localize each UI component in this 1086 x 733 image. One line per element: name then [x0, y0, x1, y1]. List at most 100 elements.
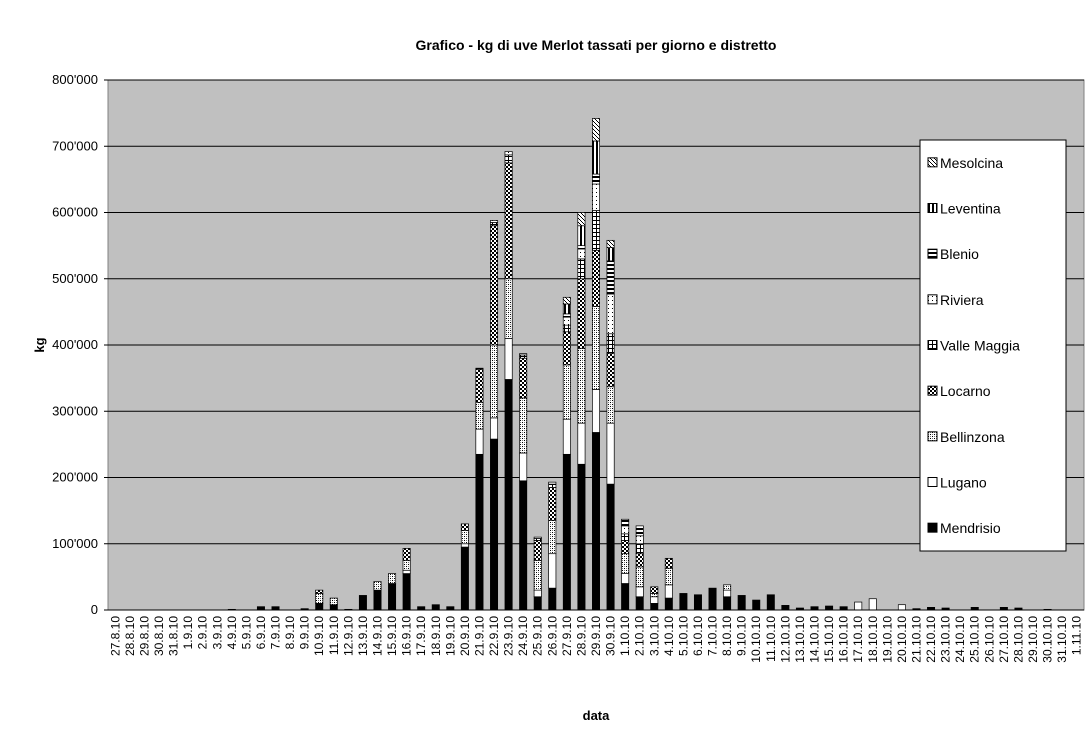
bar-segment	[664, 567, 673, 586]
legend-label: Bellinzona	[940, 429, 1005, 445]
x-tick-label: 11.10.10	[764, 616, 778, 662]
bar-segment	[650, 593, 659, 598]
bar-segment	[577, 258, 586, 280]
y-tick-label: 300'000	[52, 403, 98, 418]
x-tick-label: 25.9.10	[531, 616, 545, 656]
x-tick-label: 3.9.10	[210, 616, 224, 650]
legend-swatch	[927, 248, 938, 259]
bar-segment	[519, 480, 528, 611]
bar-segment	[592, 249, 600, 307]
bar-segment	[490, 438, 499, 611]
bar-segment	[577, 248, 586, 260]
bar-segment	[315, 589, 324, 594]
x-tick-label: 21.10.10	[909, 616, 923, 663]
bar-segment	[606, 386, 615, 424]
bar-segment	[854, 601, 863, 611]
bar-segment	[533, 536, 542, 539]
bar-segment	[548, 487, 557, 521]
bar-segment	[766, 594, 775, 611]
bar-segment	[606, 333, 615, 354]
bar-segment	[562, 418, 571, 455]
x-tick-label: 8.9.10	[283, 616, 297, 650]
legend-swatch	[927, 294, 938, 305]
bar-segment	[460, 523, 469, 531]
x-tick-label: 24.9.10	[516, 616, 530, 656]
bar-segment	[621, 533, 630, 541]
bar-segment	[533, 596, 542, 611]
bar-segment	[708, 587, 717, 611]
bar-segment	[460, 530, 469, 545]
bar-segment	[592, 173, 600, 185]
bar-segment	[650, 586, 659, 594]
y-tick-label: 200'000	[52, 470, 98, 485]
bar-segment	[635, 586, 644, 598]
bar-segment	[519, 357, 528, 399]
bar-segment	[635, 525, 644, 537]
bar-segment	[475, 428, 484, 455]
bar-segment	[723, 596, 732, 611]
x-tick-label: 13.10.10	[793, 616, 807, 663]
x-tick-label: 31.10.10	[1055, 616, 1069, 663]
bar-segment	[592, 432, 600, 611]
bar-segment	[693, 594, 702, 611]
bar-segment	[533, 540, 542, 561]
bar-segment	[723, 584, 732, 591]
bar-segment	[504, 162, 513, 280]
x-tick-label: 1.11.10	[1070, 616, 1084, 655]
y-tick-label: 0	[91, 602, 98, 617]
bar-segment	[475, 369, 484, 403]
legend-swatch	[927, 431, 938, 442]
legend-label: Mendrisio	[940, 520, 1001, 536]
x-tick-label: 18.10.10	[866, 616, 880, 663]
bar-segment	[752, 599, 761, 611]
bar-segment	[606, 422, 615, 485]
bar-segment	[679, 593, 688, 611]
bar-segment	[504, 379, 513, 611]
bar-segment	[664, 597, 673, 611]
x-tick-label: 16.10.10	[837, 616, 851, 663]
x-tick-label: 14.10.10	[808, 616, 822, 663]
bar-segment	[562, 303, 571, 315]
x-tick-label: 20.9.10	[458, 616, 472, 656]
bar-segment	[329, 597, 338, 606]
bar-segment	[606, 353, 615, 388]
bar-segment	[621, 573, 630, 584]
x-tick-label: 4.9.10	[225, 616, 239, 650]
bar-segment	[606, 483, 615, 611]
x-tick-label: 25.10.10	[968, 616, 982, 663]
x-tick-label: 24.10.10	[953, 616, 967, 663]
bar-segment	[606, 293, 615, 335]
bar-segment	[460, 546, 469, 611]
x-tick-label: 7.10.10	[706, 616, 720, 656]
bar-segment	[402, 569, 411, 574]
bar-segment	[358, 595, 367, 611]
bar-segment	[635, 553, 644, 568]
bar-segment	[475, 367, 484, 370]
y-tick-label: 400'000	[52, 337, 98, 352]
bar-segment	[402, 559, 411, 571]
legend-label: Mesolcina	[940, 155, 1003, 171]
bar-segment	[577, 347, 586, 424]
bar-segment	[519, 353, 528, 356]
bar-segment	[315, 603, 324, 611]
bar-segment	[635, 566, 644, 588]
y-tick-label: 700'000	[52, 138, 98, 153]
bar-segment	[562, 364, 571, 420]
bar-segment	[621, 518, 630, 527]
bar-segment	[621, 583, 630, 611]
bar-segment	[781, 605, 790, 611]
x-tick-label: 1.9.10	[181, 616, 195, 650]
legend-swatch	[927, 477, 938, 487]
x-tick-label: 5.9.10	[239, 616, 253, 650]
bar-segment	[548, 587, 557, 611]
y-tick-label: 500'000	[52, 271, 98, 286]
legend-label: Riviera	[940, 292, 984, 308]
bar-segment	[519, 397, 528, 454]
x-tick-label: 26.9.10	[545, 616, 559, 656]
x-tick-label: 2.10.10	[633, 616, 647, 656]
bar-segment	[621, 540, 630, 555]
bar-segment	[577, 212, 586, 227]
bar-segment	[402, 548, 411, 561]
x-tick-label: 28.10.10	[1011, 616, 1025, 663]
